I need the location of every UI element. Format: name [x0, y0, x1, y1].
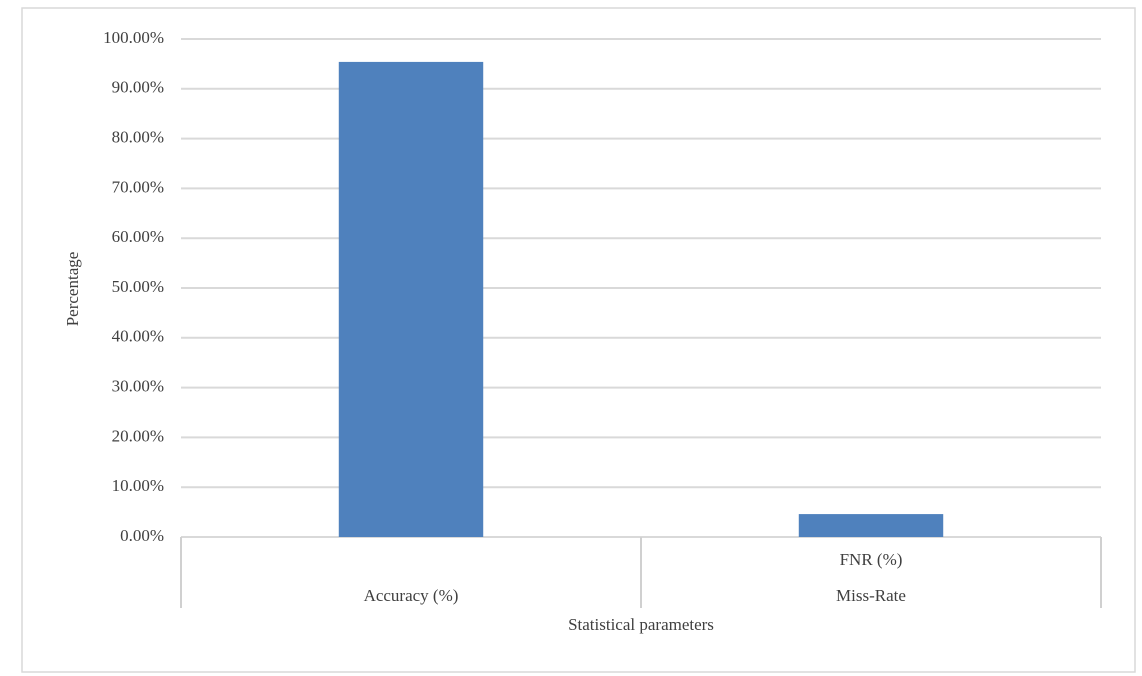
y-tick-label: 60.00% [112, 227, 164, 246]
y-tick-label: 100.00% [103, 28, 164, 47]
y-tick-label: 90.00% [112, 78, 164, 97]
y-tick-label: 0.00% [120, 526, 164, 545]
y-tick-label: 30.00% [112, 377, 164, 396]
chart-frame [21, 7, 1136, 673]
y-tick-label: 50.00% [112, 277, 164, 296]
bar [338, 61, 484, 538]
x-group-label: Miss-Rate [836, 586, 906, 605]
x-axis-title: Statistical parameters [568, 615, 714, 634]
x-tick-label: FNR (%) [840, 550, 903, 569]
x-group-label: Accuracy (%) [364, 586, 459, 605]
bar [798, 514, 944, 537]
y-axis-title: Percentage [63, 252, 82, 327]
y-tick-label: 70.00% [112, 177, 164, 196]
y-tick-label: 10.00% [112, 476, 164, 495]
y-tick-label: 80.00% [112, 128, 164, 147]
y-tick-label: 20.00% [112, 426, 164, 445]
y-tick-label: 40.00% [112, 327, 164, 346]
